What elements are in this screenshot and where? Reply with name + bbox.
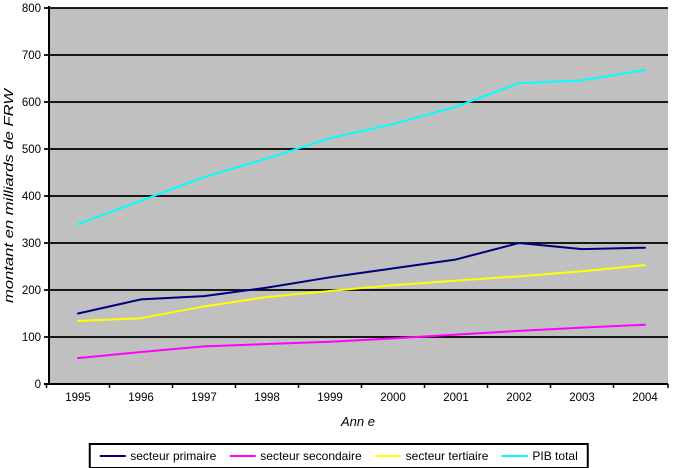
x-axis-tick-label: 1999: [317, 392, 343, 404]
legend-item-secteur-primaire: secteur primaire: [99, 450, 216, 462]
legend-line-swatch: [229, 455, 256, 457]
x-axis-tick-label: 2004: [632, 392, 658, 404]
x-axis-tick-label: 1996: [128, 392, 154, 404]
series-line-secteur-primaire: [77, 242, 646, 315]
legend-item-secteur-tertiaire: secteur tertiaire: [374, 449, 489, 463]
x-axis-tick-label: 2000: [380, 392, 406, 404]
y-axis-tick-label: 600: [22, 97, 41, 109]
y-axis-tick-label: 800: [22, 3, 41, 15]
y-axis-title: montant en milliards de FRW: [2, 87, 17, 303]
x-axis-tick-label: 1997: [191, 392, 217, 404]
x-axis-tick-label: 2001: [443, 392, 469, 404]
axes-group: [44, 6, 669, 388]
y-axis-tick-label: 400: [22, 191, 41, 203]
x-axis-tick-label: 2002: [506, 392, 532, 404]
series-line-PIB-total: [77, 69, 646, 226]
legend-label: secteur primaire: [130, 449, 217, 463]
y-axis-tick-label: 200: [22, 285, 41, 297]
series-group: [77, 69, 646, 360]
x-axis-tick-label: 2003: [569, 392, 595, 404]
gridlines-group: [44, 7, 668, 338]
y-axis-tick-label: 700: [22, 50, 41, 62]
series-line-secteur-secondaire: [77, 323, 646, 360]
x-axis-tick-label: 1995: [65, 392, 91, 404]
series-line-secteur-tertiaire: [77, 264, 646, 323]
legend-label: PIB total: [532, 449, 578, 463]
legend-line-swatch: [374, 455, 401, 457]
tick-labels-group: 0 100 200 300 400 500 600 700 800 1995 1996 1997 199…: [22, 3, 659, 404]
line-chart: 0 100 200 300 400 500 600 700 800 1995 1996 1997 199…: [2, 3, 669, 429]
y-axis-tick-label: 500: [22, 144, 41, 156]
legend-label: secteur tertiaire: [405, 449, 489, 463]
x-axis-tick-label: 1998: [254, 392, 280, 404]
legend-label: secteur secondaire: [260, 449, 362, 463]
y-axis-tick-label: 0: [35, 379, 41, 391]
y-axis-tick-label: 300: [22, 238, 41, 250]
x-axis-title: Ann e: [340, 414, 375, 429]
legend-item-secteur-secondaire: secteur secondaire: [229, 449, 362, 463]
y-axis-tick-label: 100: [22, 332, 41, 344]
legend: secteur primaire secteur secondaire secteu…: [88, 443, 589, 468]
legend-line-swatch: [501, 455, 528, 457]
legend-item-PIB-total: PIB total: [501, 449, 578, 463]
legend-line-swatch: [99, 455, 126, 457]
